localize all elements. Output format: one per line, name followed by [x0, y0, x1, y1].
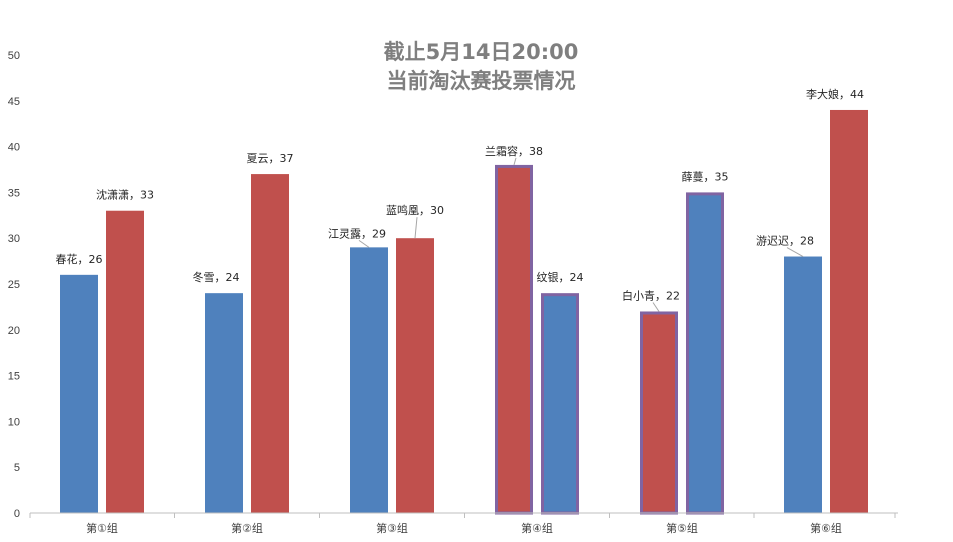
x-tick-label: 第②组 — [231, 521, 263, 535]
bar — [396, 238, 434, 513]
bar — [350, 247, 388, 514]
bar — [205, 293, 243, 513]
y-axis: 0 5 10 15 20 25 30 35 40 45 50 — [8, 50, 20, 520]
data-label: 江灵露，29 — [328, 227, 386, 240]
data-label: 游迟迟，28 — [756, 235, 814, 248]
x-tick-label: 第①组 — [86, 521, 118, 535]
bar — [830, 109, 868, 514]
y-tick-label: 15 — [8, 371, 20, 383]
label-leader-line — [513, 157, 517, 166]
chart-title-line-1: 截止5月14日20:00 — [384, 40, 579, 64]
x-tick-label: 第⑥组 — [810, 521, 842, 535]
y-tick-label: 40 — [8, 142, 20, 154]
bar — [106, 210, 144, 513]
data-label: 蓝鸣凰，30 — [386, 203, 444, 217]
x-tick-label: 第③组 — [376, 521, 408, 535]
x-tick-label: 第⑤组 — [666, 521, 698, 535]
data-label: 春花，26 — [56, 253, 103, 266]
label-leader-line — [652, 302, 660, 312]
y-tick-label: 10 — [8, 416, 20, 428]
label-leader-line — [786, 247, 804, 257]
bar — [495, 164, 533, 515]
data-label: 李大娘，44 — [806, 87, 864, 101]
x-axis: 第①组 第②组 第③组 第④组 第⑤组 第⑥组 — [29, 513, 896, 535]
y-tick-label: 20 — [8, 325, 20, 337]
y-tick-label: 45 — [8, 96, 20, 108]
bar-series — [60, 109, 868, 515]
data-label-leaders — [358, 157, 804, 312]
bar — [60, 274, 98, 513]
data-label: 夏云，37 — [247, 152, 294, 165]
y-tick-label: 0 — [14, 508, 20, 520]
bar — [640, 311, 678, 515]
bar — [686, 192, 724, 515]
label-leader-line — [414, 217, 418, 239]
chart-title: 截止5月14日20:00 当前淘汰赛投票情况 — [384, 40, 579, 93]
y-tick-label: 50 — [8, 50, 20, 62]
data-label: 白小青，22 — [622, 288, 680, 302]
label-leader-line — [358, 239, 370, 248]
data-label: 沈潇潇，33 — [96, 188, 154, 202]
data-label: 薛蔓，35 — [682, 169, 729, 183]
data-label: 纹银，24 — [537, 270, 584, 284]
bar — [784, 256, 822, 513]
bar — [541, 293, 579, 515]
bar — [251, 174, 289, 513]
x-tick-label: 第④组 — [521, 521, 553, 535]
data-label: 冬雪，24 — [193, 270, 240, 284]
data-label: 兰霜容，38 — [485, 144, 543, 158]
y-tick-label: 5 — [14, 462, 20, 474]
chart-title-line-2: 当前淘汰赛投票情况 — [387, 69, 576, 93]
y-tick-label: 25 — [8, 279, 20, 291]
y-tick-label: 30 — [8, 233, 20, 245]
y-tick-label: 35 — [8, 187, 20, 199]
